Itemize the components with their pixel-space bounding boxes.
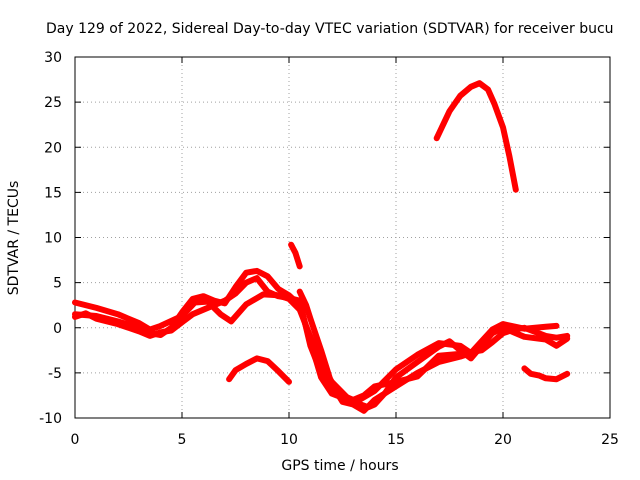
series-arc-8 — [521, 365, 571, 383]
axis-ticks — [74, 56, 611, 419]
y-tick-label: -5 — [48, 366, 62, 382]
x-tick-label: 20 — [494, 432, 512, 448]
y-tick-label: -10 — [39, 411, 62, 427]
series-arc-3 — [72, 275, 571, 403]
y-tick-labels: -10 -5 0 5 10 15 20 25 30 — [39, 50, 62, 427]
x-axis-label: GPS time / hours — [281, 458, 398, 474]
y-tick-label: 20 — [44, 140, 62, 156]
y-tick-label: 25 — [44, 95, 62, 111]
x-tick-label: 0 — [71, 432, 80, 448]
y-tick-label: 0 — [53, 321, 62, 337]
grid-lines — [75, 57, 610, 418]
y-tick-label: 30 — [44, 50, 62, 66]
chart-title: Day 129 of 2022, Sidereal Day-to-day VTE… — [46, 21, 614, 37]
x-tick-label: 10 — [280, 432, 298, 448]
series-arc-6 — [296, 288, 485, 414]
x-tick-labels: 0 5 10 15 20 25 — [71, 432, 619, 448]
y-tick-label: 10 — [44, 231, 62, 247]
y-tick-label: 15 — [44, 185, 62, 201]
x-tick-label: 15 — [387, 432, 405, 448]
y-tick-label: 5 — [53, 276, 62, 292]
y-axis-label: SDTVAR / TECUs — [6, 181, 22, 296]
data-series — [72, 80, 571, 414]
x-tick-label: 5 — [178, 432, 187, 448]
x-tick-label: 25 — [601, 432, 619, 448]
series-arc-4 — [226, 355, 292, 385]
series-arc-7 — [433, 80, 519, 193]
series-arc-5 — [288, 241, 303, 270]
